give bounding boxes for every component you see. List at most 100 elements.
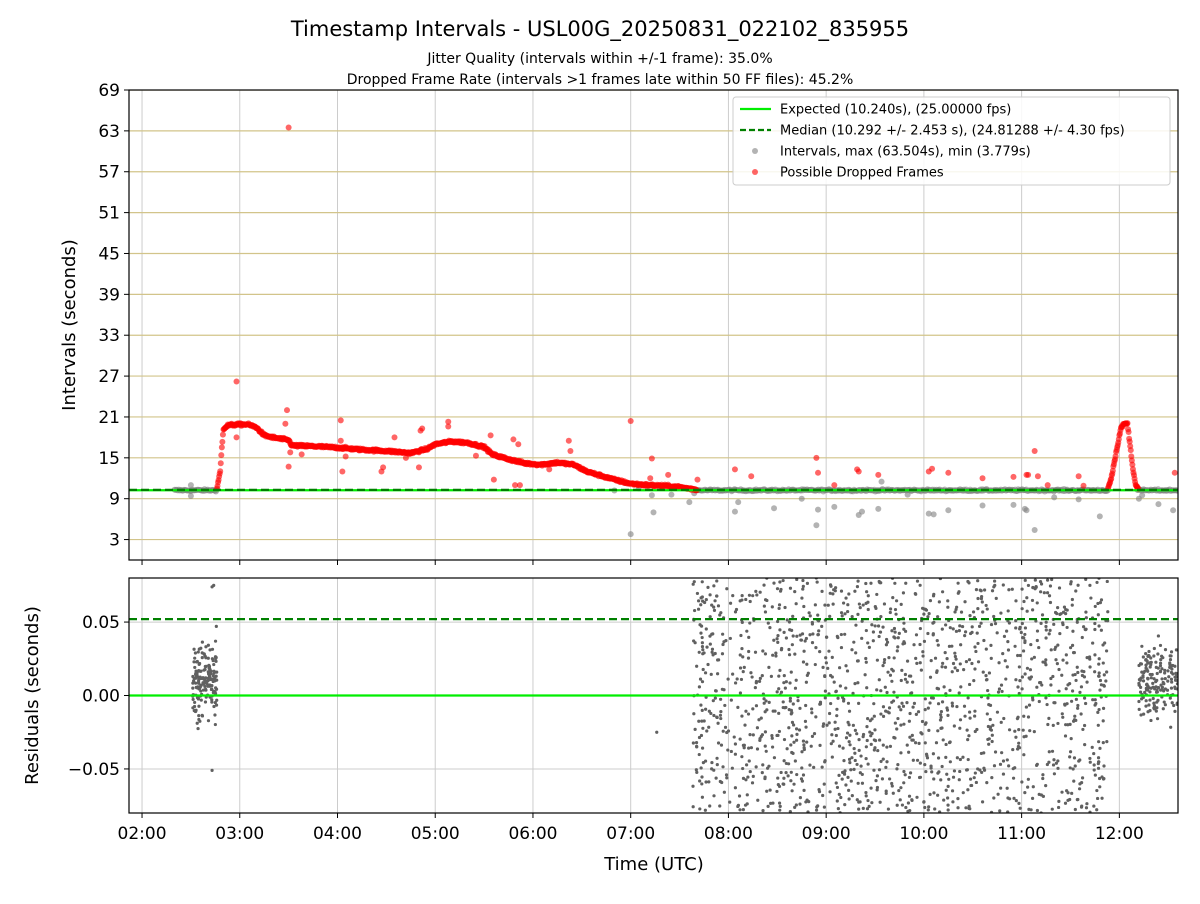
residual-point (795, 738, 799, 742)
residual-point (1144, 652, 1148, 656)
residual-point (939, 778, 943, 782)
residual-point (197, 681, 201, 685)
residual-point (929, 658, 933, 663)
residual-point (878, 630, 883, 634)
residual-point (860, 619, 864, 623)
residual-point (854, 623, 858, 627)
residual-point (193, 651, 198, 655)
residual-point (1047, 750, 1051, 754)
residual-point (856, 681, 860, 685)
residual-point (701, 648, 705, 652)
residual-point (999, 720, 1003, 724)
residual-point (943, 650, 947, 655)
residual-point (849, 779, 853, 783)
residual-point (793, 686, 798, 690)
residual-point (1141, 679, 1146, 683)
residual-point (958, 757, 962, 762)
residual-point (839, 589, 844, 593)
residual-point (953, 610, 957, 614)
residual-point (942, 685, 946, 689)
residual-point (936, 643, 940, 647)
residual-point (741, 808, 745, 812)
residual-point (896, 763, 900, 767)
interval-point (735, 499, 742, 506)
residual-point (703, 759, 708, 763)
residual-point (716, 741, 721, 745)
residual-point (700, 680, 705, 684)
residual-point (1055, 612, 1059, 616)
residual-point (931, 696, 935, 700)
residual-point (204, 664, 208, 669)
residual-point (878, 800, 882, 804)
residual-point (842, 759, 846, 763)
residual-point (883, 685, 887, 689)
residual-point (1074, 697, 1078, 701)
residual-point (191, 706, 195, 710)
residual-point (693, 727, 697, 731)
residual-point (741, 743, 745, 747)
residual-point (731, 672, 735, 676)
residual-point (1089, 596, 1093, 600)
residual-point (817, 629, 821, 633)
residual-point (721, 765, 725, 769)
residual-point (700, 595, 704, 599)
residual-point (980, 770, 984, 774)
residual-point (1097, 674, 1101, 678)
residual-point (772, 581, 776, 585)
residual-point (887, 656, 891, 660)
residual-point (922, 800, 926, 804)
residual-point (957, 629, 961, 633)
residual-point (963, 633, 967, 638)
residual-point (1003, 659, 1007, 663)
residual-point (1054, 645, 1058, 649)
residual-point (928, 675, 933, 679)
residual-point (1061, 658, 1065, 662)
residual-point (1084, 616, 1088, 620)
residual-point (1154, 660, 1158, 664)
residual-point (987, 742, 991, 746)
x-axis-label: Time (UTC) (603, 854, 704, 875)
residual-point (967, 658, 972, 662)
residual-point (861, 603, 865, 607)
residual-point (869, 786, 873, 790)
residual-point (1172, 703, 1176, 708)
residual-point (1173, 709, 1177, 713)
residual-point (215, 670, 219, 674)
residual-point (1068, 797, 1072, 802)
top-ytick-label: 27 (98, 367, 120, 387)
residual-point (206, 672, 211, 676)
residual-point (882, 660, 886, 665)
residual-point (967, 581, 971, 585)
residual-point (851, 723, 855, 727)
residual-point (710, 603, 714, 607)
residual-point (194, 681, 198, 685)
residual-point (699, 703, 703, 707)
residual-point (715, 763, 719, 767)
legend-label: Possible Dropped Frames (780, 166, 944, 181)
residual-point (927, 805, 931, 809)
residual-point (1097, 707, 1101, 712)
residual-point (959, 610, 964, 614)
residual-point (779, 770, 783, 775)
residual-point (708, 593, 712, 597)
residual-point (711, 653, 715, 657)
dropped-frame-point (1125, 428, 1132, 435)
dropped-frame-point (490, 476, 497, 483)
residual-point (765, 789, 769, 793)
residual-point (770, 733, 774, 738)
residual-point (1082, 696, 1087, 700)
residual-point (769, 674, 773, 679)
residual-point (1101, 706, 1106, 710)
residual-point (823, 696, 827, 700)
residual-point (972, 679, 976, 683)
legend-label: Median (10.292 +/- 2.453 s), (24.81288 +… (780, 124, 1125, 139)
residual-point (747, 746, 751, 750)
residual-point (858, 606, 862, 610)
residual-point (705, 729, 709, 733)
residual-point (925, 756, 930, 760)
residual-point (1137, 678, 1142, 682)
residual-point (1158, 669, 1163, 673)
residual-point (1030, 598, 1035, 603)
residual-point (942, 798, 946, 802)
residual-point (701, 726, 705, 730)
